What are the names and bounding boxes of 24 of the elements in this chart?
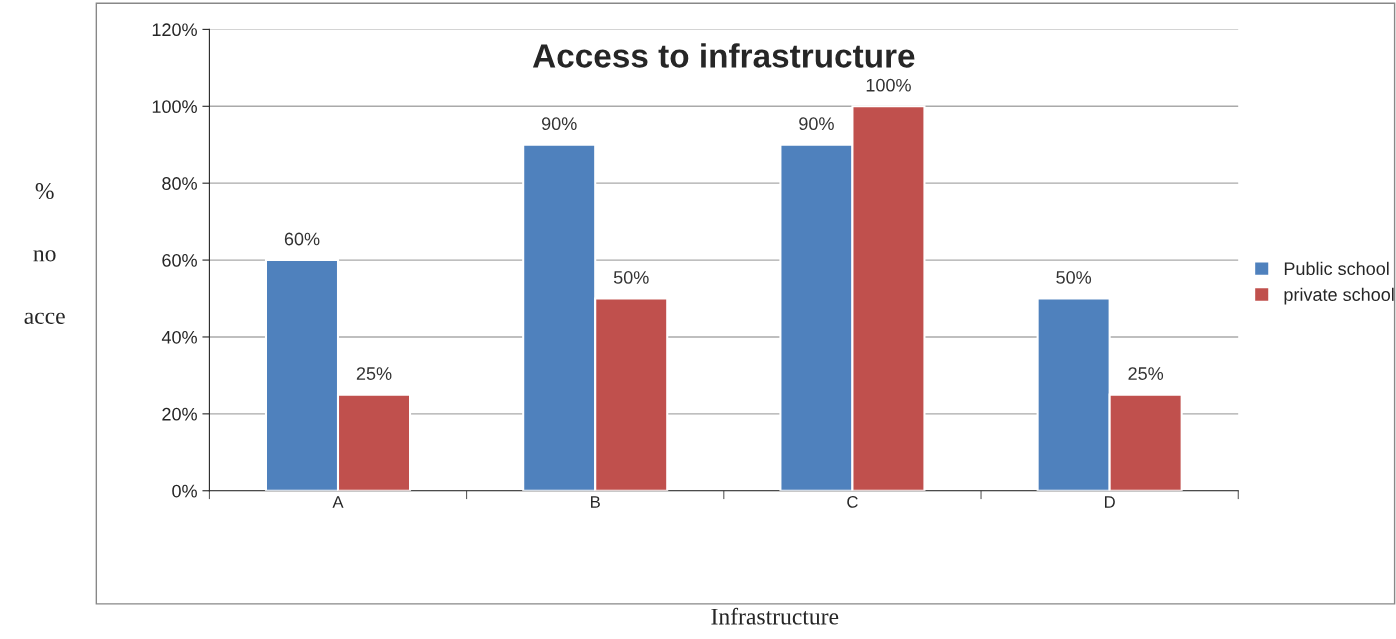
data-label: 50% <box>613 271 649 284</box>
data-label: 100% <box>866 78 911 92</box>
x-tick-label: C <box>847 496 858 508</box>
data-label: 90% <box>541 117 577 131</box>
legend-label: Public school <box>1284 261 1389 276</box>
x-axis-title: Infrastructure <box>711 607 839 625</box>
y-tick-label: 80% <box>162 177 197 190</box>
y-tick-label: 20% <box>162 407 197 421</box>
y-tick-label: 100% <box>152 100 197 114</box>
legend-label: private school <box>1284 287 1394 305</box>
text: % no acce <box>24 183 65 324</box>
y-tick-label: 60% <box>162 254 197 267</box>
x-tick-label: D <box>1104 496 1115 508</box>
y-tick-label: 0% <box>172 484 197 498</box>
x-tick-label: A <box>332 496 344 508</box>
data-label: 60% <box>284 232 320 246</box>
data-label: 50% <box>1056 271 1092 284</box>
x-tick-label: B <box>591 496 600 508</box>
data-label: 25% <box>356 367 392 380</box>
y-tick-label: 120% <box>152 23 197 37</box>
data-label: 25% <box>1128 367 1164 380</box>
chart-title: Access to infrastructure <box>532 43 915 68</box>
y-tick-label: 40% <box>161 330 197 344</box>
data-label: 90% <box>799 117 834 131</box>
